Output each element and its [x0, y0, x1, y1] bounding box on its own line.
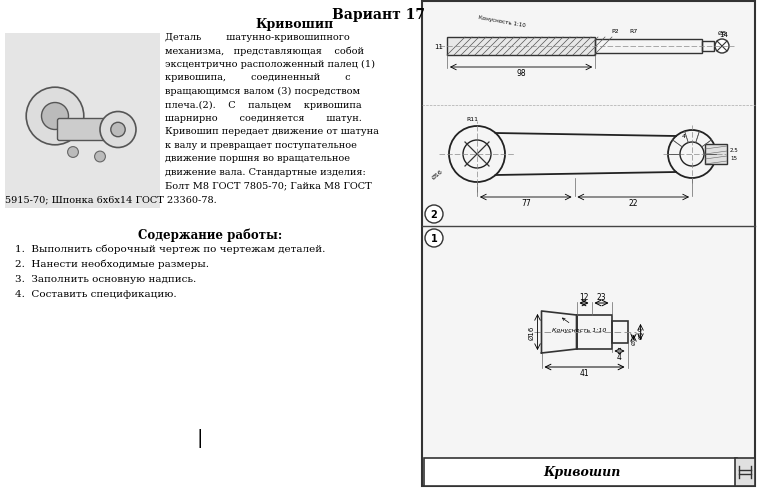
Text: кривошипа,        соединенный        с: кривошипа, соединенный с	[165, 73, 350, 82]
Text: Ø16: Ø16	[431, 169, 444, 181]
Text: движение вала. Стандартные изделия:: движение вала. Стандартные изделия:	[165, 168, 366, 177]
Text: R11: R11	[466, 117, 478, 122]
Circle shape	[100, 112, 136, 148]
Text: Ø8: Ø8	[718, 31, 727, 36]
Text: Кривошип: Кривошип	[543, 466, 620, 479]
Text: 2: 2	[431, 209, 438, 220]
Text: 4: 4	[682, 134, 686, 139]
Text: Содержание работы:: Содержание работы:	[138, 228, 282, 242]
Text: шарнирно       соединяется       шатун.: шарнирно соединяется шатун.	[165, 114, 362, 123]
Text: 11: 11	[434, 44, 443, 50]
Circle shape	[67, 147, 79, 158]
Text: к валу и превращает поступательное: к валу и превращает поступательное	[165, 141, 357, 150]
Text: 3.  Заполнить основную надпись.: 3. Заполнить основную надпись.	[15, 274, 196, 284]
Text: 41: 41	[580, 369, 589, 378]
Text: 4.  Составить спецификацию.: 4. Составить спецификацию.	[15, 289, 176, 298]
Bar	[424, 458, 737, 486]
Text: 2.  Нанести необходимые размеры.: 2. Нанести необходимые размеры.	[15, 260, 209, 269]
Bar	[422, 2, 755, 486]
Text: плеча.(2).    С    пальцем    кривошипа: плеча.(2). С пальцем кривошипа	[165, 101, 362, 109]
Text: Болт М8 ГОСТ 7805-70; Гайка М8 ГОСТ: Болт М8 ГОСТ 7805-70; Гайка М8 ГОСТ	[165, 181, 372, 190]
Text: вращающимся валом (3) посредством: вращающимся валом (3) посредством	[165, 87, 360, 96]
Text: Кривошип передает движение от шатуна: Кривошип передает движение от шатуна	[165, 127, 378, 136]
Text: Вариант 17: Вариант 17	[332, 8, 425, 22]
FancyBboxPatch shape	[58, 119, 116, 141]
Text: 98: 98	[516, 69, 526, 79]
Circle shape	[111, 123, 125, 138]
Text: Конусность 1:10: Конусность 1:10	[478, 15, 526, 28]
Circle shape	[715, 40, 729, 54]
Circle shape	[26, 88, 84, 145]
Bar	[735, 458, 755, 486]
Text: 1: 1	[431, 234, 438, 244]
Text: Деталь        шатунно-кривошипного: Деталь шатунно-кривошипного	[165, 33, 350, 42]
Text: P2: P2	[612, 29, 619, 34]
Text: 5915-70; Шпонка 6x6x14 ГОСТ 23360-78.: 5915-70; Шпонка 6x6x14 ГОСТ 23360-78.	[5, 195, 217, 203]
Text: |: |	[197, 428, 203, 447]
Text: Ø16: Ø16	[528, 325, 534, 340]
Circle shape	[42, 103, 68, 130]
Bar	[5, 34, 160, 208]
Text: 15: 15	[730, 156, 737, 161]
Text: 22: 22	[628, 199, 638, 208]
Text: 77: 77	[521, 199, 531, 208]
Text: 4: 4	[617, 353, 622, 362]
Text: 23: 23	[597, 293, 606, 302]
Text: Ø12: Ø12	[631, 331, 637, 344]
Text: эксцентрично расположенный палец (1): эксцентрично расположенный палец (1)	[165, 60, 375, 69]
Bar	[447, 38, 595, 56]
Text: механизма,   представляющая    собой: механизма, представляющая собой	[165, 46, 364, 56]
Bar	[612, 321, 628, 343]
Circle shape	[425, 229, 443, 247]
Text: Ø19: Ø19	[638, 326, 643, 339]
Circle shape	[95, 152, 105, 163]
Text: 2.5: 2.5	[730, 148, 739, 153]
Bar	[577, 315, 612, 349]
Bar	[702, 42, 714, 52]
Text: Конусность 1:10: Конусность 1:10	[552, 318, 606, 332]
Text: Кривошип: Кривошип	[256, 18, 334, 31]
Text: 1.  Выполнить сборочный чертеж по чертежам деталей.: 1. Выполнить сборочный чертеж по чертежа…	[15, 244, 326, 254]
Text: 12: 12	[579, 293, 589, 302]
Text: R7: R7	[629, 29, 637, 34]
Text: 14: 14	[720, 32, 728, 38]
Circle shape	[425, 205, 443, 224]
Text: движение поршня во вращательное: движение поршня во вращательное	[165, 154, 350, 163]
Bar	[705, 145, 727, 164]
Bar	[595, 40, 702, 54]
